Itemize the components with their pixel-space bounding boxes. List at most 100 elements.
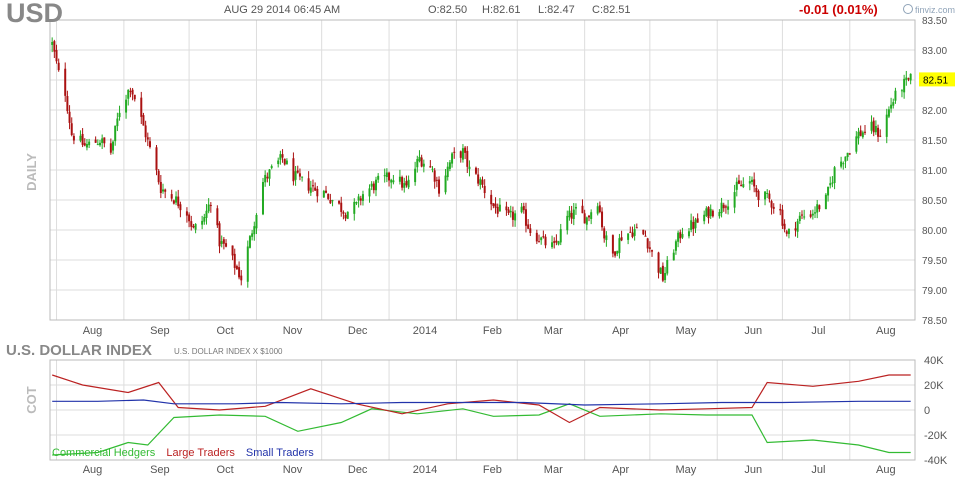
candle-body: [905, 77, 908, 80]
candle-body: [703, 214, 706, 222]
candle-body: [681, 234, 684, 238]
candle-body: [870, 121, 873, 131]
candle-body: [603, 228, 606, 239]
candle-body: [538, 241, 541, 243]
candle-body: [261, 182, 264, 215]
candle-body: [781, 209, 784, 226]
candle-body: [157, 170, 160, 183]
candle-body: [133, 94, 136, 100]
ticker-symbol: USD: [6, 0, 64, 28]
candle-body: [140, 97, 143, 117]
candle-body: [314, 187, 317, 191]
candle-body: [885, 114, 888, 137]
candle-body: [148, 141, 151, 148]
candle-body: [431, 168, 434, 170]
candle-body: [568, 210, 571, 218]
candle-body: [642, 229, 645, 235]
candle-body: [385, 172, 388, 177]
candle-body: [631, 232, 634, 237]
candle-body: [809, 214, 812, 217]
candle-body: [466, 150, 469, 167]
candle-body: [707, 207, 710, 219]
cot-tick-label: 0: [924, 405, 930, 417]
candle-body: [687, 231, 690, 237]
candle-body: [405, 181, 408, 186]
cot-month-label: Oct: [217, 464, 234, 476]
candle-body: [520, 206, 523, 213]
candle-body: [309, 187, 312, 193]
candle-body: [255, 214, 258, 229]
candle-body: [511, 211, 514, 220]
candle-body: [361, 194, 364, 201]
candle-body: [890, 104, 893, 109]
price-tick-label: 80.50: [922, 196, 947, 207]
price-month-label: Jun: [744, 325, 762, 337]
candle-body: [279, 154, 282, 160]
candle-body: [285, 160, 288, 165]
candle-body: [542, 236, 545, 238]
low-price: L:82.47: [538, 4, 575, 16]
candle-body: [816, 204, 819, 213]
cot-legend: Commercial Hedgers Large Traders Small T…: [52, 447, 322, 459]
candle-body: [390, 179, 393, 183]
cot-month-label: Feb: [483, 464, 502, 476]
candle-body: [718, 212, 721, 217]
candle-body: [114, 125, 117, 142]
candle-body: [420, 157, 423, 167]
candle-body: [614, 251, 617, 256]
candle-body: [292, 158, 295, 182]
candle-body: [301, 176, 304, 178]
legend-large-traders: Large Traders: [166, 447, 235, 459]
candle-body: [51, 41, 54, 45]
candle-body: [770, 201, 773, 208]
candle-body: [283, 158, 286, 165]
last-price-text: 82.51: [923, 75, 948, 86]
candle-body: [785, 231, 788, 234]
price-change: -0.01 (0.01%): [799, 2, 878, 17]
candle-body: [496, 206, 499, 214]
candle-body: [661, 265, 664, 281]
candle-body: [696, 218, 699, 223]
candle-body: [611, 235, 614, 254]
candle-body: [375, 179, 378, 191]
candle-body: [659, 267, 662, 274]
price-tick-label: 81.00: [922, 166, 947, 177]
price-month-labels: Aug Sep Oct Nov Dec 2014 Feb Mar Apr May Jun Jul Aug: [83, 325, 896, 337]
candle-body: [66, 95, 69, 112]
cot-month-label: Mar: [544, 464, 563, 476]
candle-body: [118, 112, 121, 118]
brand-link[interactable]: finviz.com: [903, 4, 955, 15]
candle-body: [372, 183, 375, 191]
cot-tick-label: 20K: [924, 380, 944, 392]
cot-month-label: Jun: [744, 464, 762, 476]
candle-body: [344, 214, 347, 219]
candle-body: [596, 206, 599, 214]
candle-body: [416, 159, 419, 168]
cot-plot-frame: [49, 359, 916, 461]
close-price: C:82.51: [592, 4, 631, 16]
candle-body: [648, 247, 651, 249]
candle-body: [225, 243, 228, 247]
candle-body: [644, 235, 647, 237]
candle-body: [690, 220, 693, 230]
cot-tick-label: -40K: [924, 455, 948, 467]
candle-body: [377, 175, 380, 180]
candle-body: [185, 211, 188, 216]
candle-body: [353, 201, 356, 214]
candle-body: [116, 118, 119, 127]
candle-body: [329, 199, 332, 204]
candle-body: [794, 228, 797, 231]
candle-body: [203, 216, 206, 222]
candle-body: [307, 178, 310, 191]
candle-body: [540, 237, 543, 241]
candle-body: [251, 233, 254, 237]
candle-body: [235, 266, 238, 270]
candle-body: [633, 229, 636, 236]
candle-body: [220, 241, 223, 244]
candle-body: [557, 241, 560, 245]
candle-body: [498, 204, 501, 212]
candle-body: [766, 193, 769, 195]
candle-body: [346, 211, 349, 219]
candle-body: [112, 141, 115, 151]
candle-body: [616, 250, 619, 254]
